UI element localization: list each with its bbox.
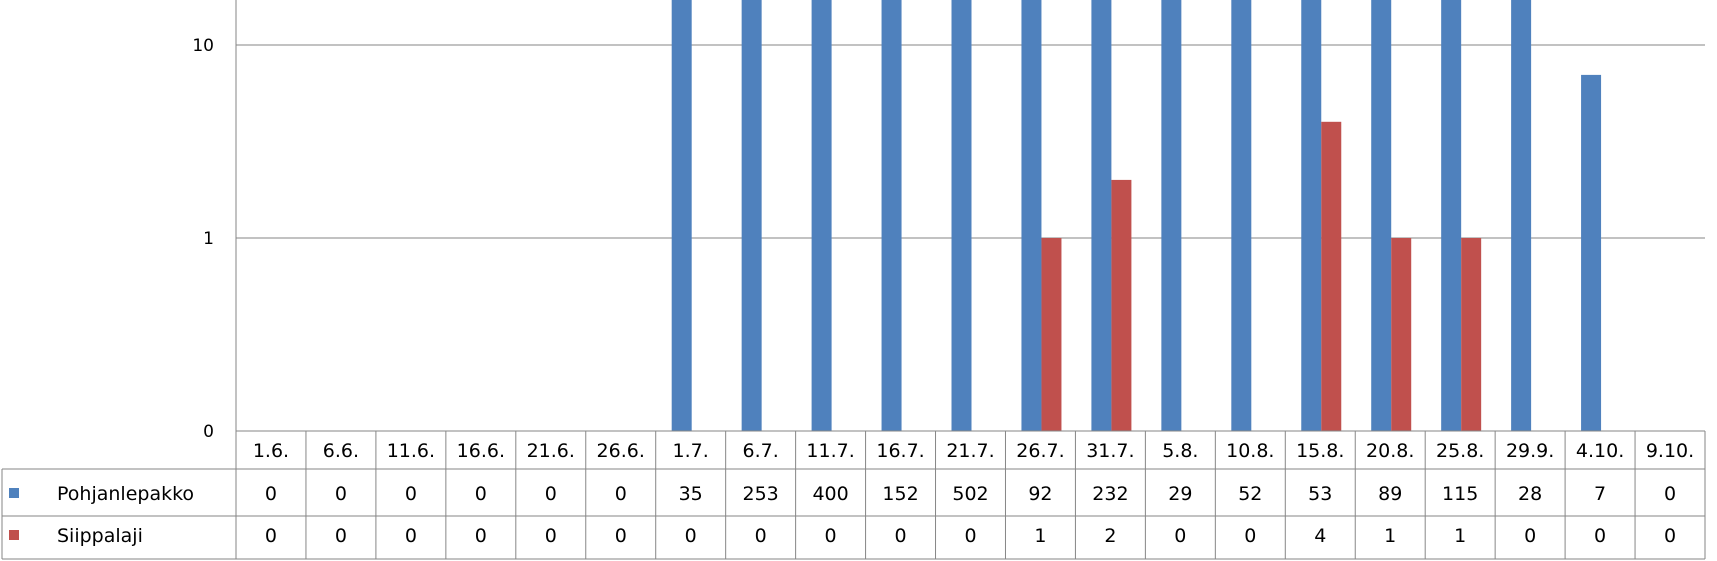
y-tick-label: 10 bbox=[192, 36, 214, 56]
category-label: 1.7. bbox=[673, 440, 709, 462]
legend-key-siippalaji bbox=[9, 530, 19, 540]
category-label: 16.7. bbox=[876, 440, 924, 462]
table-cell-pohjanlepakko: 35 bbox=[679, 483, 703, 505]
table-cell-pohjanlepakko: 28 bbox=[1518, 483, 1542, 505]
table-cell-pohjanlepakko: 0 bbox=[475, 483, 487, 505]
table-cell-pohjanlepakko: 502 bbox=[952, 483, 988, 505]
bars bbox=[671, 0, 1602, 431]
legend-key-pohjanlepakko bbox=[9, 488, 19, 498]
category-label: 5.8. bbox=[1162, 440, 1198, 462]
category-label: 26.6. bbox=[597, 440, 645, 462]
table-cell-pohjanlepakko: 232 bbox=[1092, 483, 1128, 505]
bar-pohjanlepakko-10-8 bbox=[1231, 0, 1252, 431]
category-label: 21.6. bbox=[527, 440, 575, 462]
table-cell-siippalaji: 2 bbox=[1104, 525, 1116, 547]
category-label: 11.7. bbox=[806, 440, 854, 462]
category-label: 31.7. bbox=[1086, 440, 1134, 462]
bar-pohjanlepakko-31-7 bbox=[1091, 0, 1112, 431]
table-cell-siippalaji: 0 bbox=[545, 525, 557, 547]
table-cell-pohjanlepakko: 0 bbox=[265, 483, 277, 505]
category-label: 29.9. bbox=[1506, 440, 1554, 462]
table-cell-siippalaji: 0 bbox=[405, 525, 417, 547]
bar-siippalaji-31-7 bbox=[1111, 179, 1132, 431]
table-cell-pohjanlepakko: 253 bbox=[743, 483, 779, 505]
bar-pohjanlepakko-26-7 bbox=[1021, 0, 1042, 431]
category-label: 16.6. bbox=[457, 440, 505, 462]
table-cell-siippalaji: 0 bbox=[1594, 525, 1606, 547]
table-cell-siippalaji: 0 bbox=[615, 525, 627, 547]
table-cell-siippalaji: 0 bbox=[825, 525, 837, 547]
category-label: 4.10. bbox=[1576, 440, 1624, 462]
bar-pohjanlepakko-20-8 bbox=[1371, 0, 1392, 431]
table-cell-pohjanlepakko: 0 bbox=[1664, 483, 1676, 505]
table-cell-pohjanlepakko: 0 bbox=[545, 483, 557, 505]
table-cell-siippalaji: 0 bbox=[895, 525, 907, 547]
bar-pohjanlepakko-15-8 bbox=[1301, 0, 1322, 431]
table-cell-pohjanlepakko: 0 bbox=[615, 483, 627, 505]
table-cell-siippalaji: 0 bbox=[1524, 525, 1536, 547]
table-cell-siippalaji: 0 bbox=[755, 525, 767, 547]
bar-siippalaji-25-8 bbox=[1461, 238, 1482, 431]
table-cell-pohjanlepakko: 400 bbox=[812, 483, 848, 505]
category-label: 20.8. bbox=[1366, 440, 1414, 462]
y-axis: 0 1 10 bbox=[192, 0, 237, 442]
bar-siippalaji-26-7 bbox=[1041, 238, 1062, 431]
table-cell-siippalaji: 0 bbox=[335, 525, 347, 547]
table-cell-pohjanlepakko: 0 bbox=[405, 483, 417, 505]
table-cell-pohjanlepakko: 0 bbox=[335, 483, 347, 505]
category-label: 26.7. bbox=[1016, 440, 1064, 462]
category-label: 15.8. bbox=[1296, 440, 1344, 462]
table-cell-pohjanlepakko: 7 bbox=[1594, 483, 1606, 505]
bar-siippalaji-15-8 bbox=[1321, 121, 1342, 431]
category-label: 10.8. bbox=[1226, 440, 1274, 462]
table-cell-pohjanlepakko: 89 bbox=[1378, 483, 1402, 505]
table-cell-siippalaji: 1 bbox=[1034, 525, 1046, 547]
bar-siippalaji-20-8 bbox=[1391, 238, 1412, 431]
bar-pohjanlepakko-1-7 bbox=[671, 0, 692, 431]
table-cell-siippalaji: 0 bbox=[1664, 525, 1676, 547]
table-cell-siippalaji: 1 bbox=[1454, 525, 1466, 547]
bar-pohjanlepakko-6-7 bbox=[741, 0, 762, 431]
category-label: 1.6. bbox=[253, 440, 289, 462]
table-cell-pohjanlepakko: 52 bbox=[1238, 483, 1262, 505]
bar-pohjanlepakko-5-8 bbox=[1161, 0, 1182, 431]
bar-pohjanlepakko-11-7 bbox=[811, 0, 832, 431]
bar-pohjanlepakko-4-10 bbox=[1581, 74, 1602, 431]
category-label: 9.10. bbox=[1646, 440, 1694, 462]
table-cell-siippalaji: 0 bbox=[964, 525, 976, 547]
category-label: 6.7. bbox=[743, 440, 779, 462]
table-cell-siippalaji: 0 bbox=[1174, 525, 1186, 547]
table-cell-pohjanlepakko: 92 bbox=[1028, 483, 1052, 505]
category-label: 6.6. bbox=[323, 440, 359, 462]
table-cell-pohjanlepakko: 29 bbox=[1168, 483, 1192, 505]
bar-pohjanlepakko-21-7 bbox=[951, 0, 972, 431]
table-cell-siippalaji: 0 bbox=[685, 525, 697, 547]
category-label: 25.8. bbox=[1436, 440, 1484, 462]
table-cell-pohjanlepakko: 152 bbox=[882, 483, 918, 505]
table-cell-siippalaji: 0 bbox=[265, 525, 277, 547]
table-cell-siippalaji: 0 bbox=[475, 525, 487, 547]
table-cell-siippalaji: 4 bbox=[1314, 525, 1326, 547]
data-table: 1.6. 6.6. 11.6. 16.6. 21.6. 26.6. 1.7. 6.7. 11.7… bbox=[1, 430, 1706, 560]
category-label: 11.6. bbox=[387, 440, 435, 462]
series-name: Pohjanlepakko bbox=[57, 483, 194, 505]
table-cell-siippalaji: 1 bbox=[1384, 525, 1396, 547]
series-name: Siippalaji bbox=[57, 525, 143, 547]
table-cell-pohjanlepakko: 115 bbox=[1442, 483, 1478, 505]
bar-pohjanlepakko-25-8 bbox=[1441, 0, 1462, 431]
y-tick-label: 0 bbox=[203, 422, 214, 442]
table-cell-pohjanlepakko: 53 bbox=[1308, 483, 1332, 505]
y-tick-label: 1 bbox=[203, 229, 214, 249]
table-cell-siippalaji: 0 bbox=[1244, 525, 1256, 547]
bar-pohjanlepakko-16-7 bbox=[881, 0, 902, 431]
category-label: 21.7. bbox=[946, 440, 994, 462]
bar-pohjanlepakko-29-9 bbox=[1511, 0, 1532, 431]
